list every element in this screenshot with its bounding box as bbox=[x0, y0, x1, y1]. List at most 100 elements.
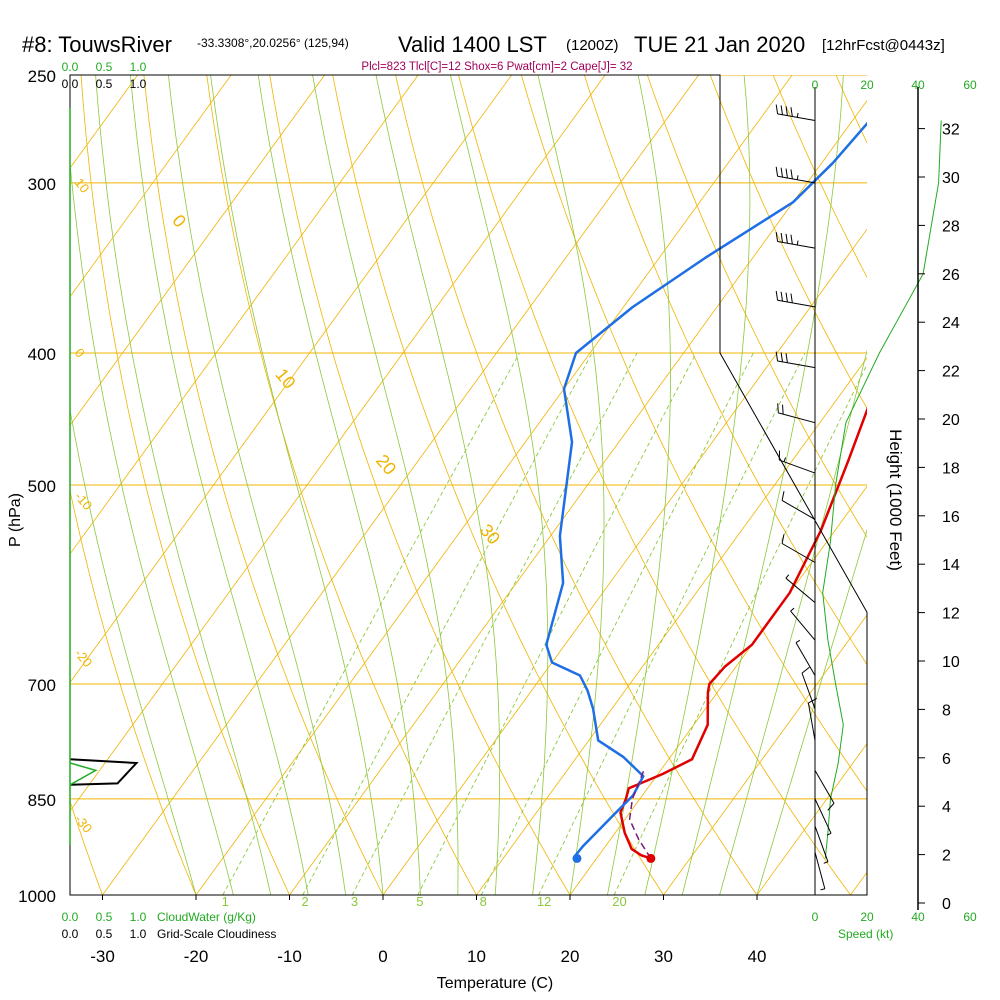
wind-barb-staff bbox=[807, 702, 816, 741]
wind-barb-staff bbox=[777, 360, 816, 369]
isotherm-line bbox=[70, 75, 419, 555]
wind-barb bbox=[775, 166, 816, 184]
wind-barb bbox=[775, 232, 816, 249]
height-tick-label: 22 bbox=[942, 364, 960, 381]
dry-adiabat bbox=[70, 488, 197, 895]
pressure-tick-label: 700 bbox=[28, 676, 56, 695]
wind-barb-staff bbox=[790, 610, 816, 641]
height-tick-label: 24 bbox=[942, 315, 960, 332]
temperature-tick-label: -30 bbox=[90, 947, 115, 966]
dry-adiabat-label: 10 bbox=[72, 175, 93, 196]
temperature-tick-label: 0 bbox=[378, 947, 387, 966]
mixing-ratio-line bbox=[417, 352, 697, 895]
isotherm-line bbox=[70, 75, 325, 426]
cloudwater-label: CloudWater (g/Kg) bbox=[157, 910, 256, 924]
wind-barb bbox=[801, 666, 816, 710]
height-tick-label: 0 bbox=[942, 896, 951, 913]
moist-adiabat bbox=[70, 158, 234, 895]
height-tick-label: 4 bbox=[942, 799, 951, 816]
forecast-date: TUE 21 Jan 2020 bbox=[634, 32, 805, 57]
wind-barb-half bbox=[796, 112, 799, 118]
wind-barb-half bbox=[826, 832, 832, 836]
moist-adiabat bbox=[129, 75, 309, 895]
cloudwater-scale-tick: 0.5 bbox=[96, 910, 113, 924]
isotherm-line bbox=[944, 75, 1000, 895]
wind-barb-flag bbox=[780, 232, 783, 243]
pressure-tick-label: 250 bbox=[28, 67, 56, 86]
height-tick-label: 6 bbox=[942, 751, 951, 768]
isotherm-line bbox=[850, 871, 867, 895]
wind-barb-staff bbox=[777, 299, 816, 308]
moist-adiabat bbox=[719, 349, 867, 895]
dewpoint-line bbox=[545, 121, 867, 858]
wind-barb-flag bbox=[782, 404, 784, 415]
dry-adiabat bbox=[709, 75, 867, 410]
mixing-ratio-line bbox=[480, 352, 754, 895]
wind-barb bbox=[775, 290, 816, 308]
wind-barb-staff bbox=[814, 770, 835, 804]
speed-tick-top: 40 bbox=[911, 78, 925, 92]
height-tick-label: 20 bbox=[942, 412, 960, 429]
wind-barb-flag bbox=[775, 232, 779, 242]
wind-barb-flag bbox=[790, 107, 793, 117]
dry-adiabat bbox=[458, 75, 851, 895]
surface-temperature-marker bbox=[646, 853, 656, 863]
dry-adiabat bbox=[835, 75, 867, 144]
height-tick-label: 16 bbox=[942, 509, 960, 526]
mixing-ratio-label: 5 bbox=[416, 894, 423, 909]
mixing-ratio-label: 8 bbox=[480, 894, 487, 909]
wind-barb-half bbox=[783, 457, 786, 462]
wind-barb-staff bbox=[814, 798, 832, 834]
wind-barb bbox=[775, 104, 816, 122]
axes: 0.00.00.50.51.01.00.00.00.50.51.01.02503… bbox=[18, 60, 868, 966]
wind-barb-staff bbox=[778, 412, 816, 424]
station-coords: -33.3308°,20.0256° (125,94) bbox=[197, 36, 349, 50]
cloudiness-scale-tick: 1.0 bbox=[130, 77, 147, 91]
wind-barb-staff bbox=[814, 825, 829, 862]
mixing-ratio-label: 3 bbox=[351, 894, 358, 909]
moist-adiabat bbox=[70, 407, 197, 895]
dry-adiabat-label: -20 bbox=[72, 646, 96, 670]
wind-barb-flag bbox=[777, 403, 779, 413]
wind-barb-half bbox=[785, 574, 790, 579]
height-tick-label: 32 bbox=[942, 122, 960, 139]
surface-dewpoint-marker bbox=[572, 853, 582, 863]
height-tick-label: 10 bbox=[942, 654, 960, 671]
wind-barb bbox=[795, 639, 816, 676]
cloudwater-scale-tick: 0.0 bbox=[62, 910, 79, 924]
station-title: #8: TouwsRiver bbox=[22, 32, 172, 57]
mixing-ratio-line bbox=[351, 352, 638, 895]
moist-adiabat bbox=[537, 75, 605, 895]
wind-barb-half bbox=[796, 175, 799, 180]
cloudiness-scale-tick: 0.0 bbox=[62, 77, 79, 91]
wind-barb bbox=[775, 351, 816, 369]
wind-panel: 0020204040606002468101214161820222426283… bbox=[775, 78, 977, 924]
isotherm-line bbox=[476, 357, 867, 895]
wind-barb-flag bbox=[780, 291, 783, 302]
dry-adiabat bbox=[80, 75, 290, 895]
cloudiness-label: Grid-Scale Cloudiness bbox=[157, 927, 276, 941]
wind-barb-flag bbox=[785, 168, 788, 179]
moist-adiabat bbox=[681, 75, 844, 895]
wind-barb-staff bbox=[814, 851, 826, 889]
wind-barb-flag bbox=[780, 352, 783, 362]
wind-barb-staff bbox=[795, 642, 816, 676]
wind-barb-half bbox=[820, 888, 825, 891]
sounding-series bbox=[70, 121, 867, 863]
y-axis-label: P (hPa) bbox=[7, 493, 24, 547]
dry-adiabat-label: 20 bbox=[372, 451, 400, 479]
height-tick-label: 12 bbox=[942, 606, 960, 623]
wind-barb-flag bbox=[781, 534, 785, 544]
wind-barb-staff bbox=[785, 577, 816, 604]
mixing-ratio-line bbox=[613, 363, 867, 895]
height-tick-label: 30 bbox=[942, 170, 960, 187]
isotherm-line bbox=[382, 228, 867, 895]
x-axis-label: Temperature (C) bbox=[437, 975, 553, 992]
mixing-ratio-line bbox=[222, 352, 520, 895]
isotherm-line bbox=[756, 743, 867, 895]
cloudwater-scale-tick: 1.0 bbox=[130, 60, 147, 74]
wind-barb bbox=[814, 825, 829, 864]
wind-barb-flag bbox=[790, 234, 793, 245]
dry-adiabat-label: 10 bbox=[271, 365, 299, 393]
